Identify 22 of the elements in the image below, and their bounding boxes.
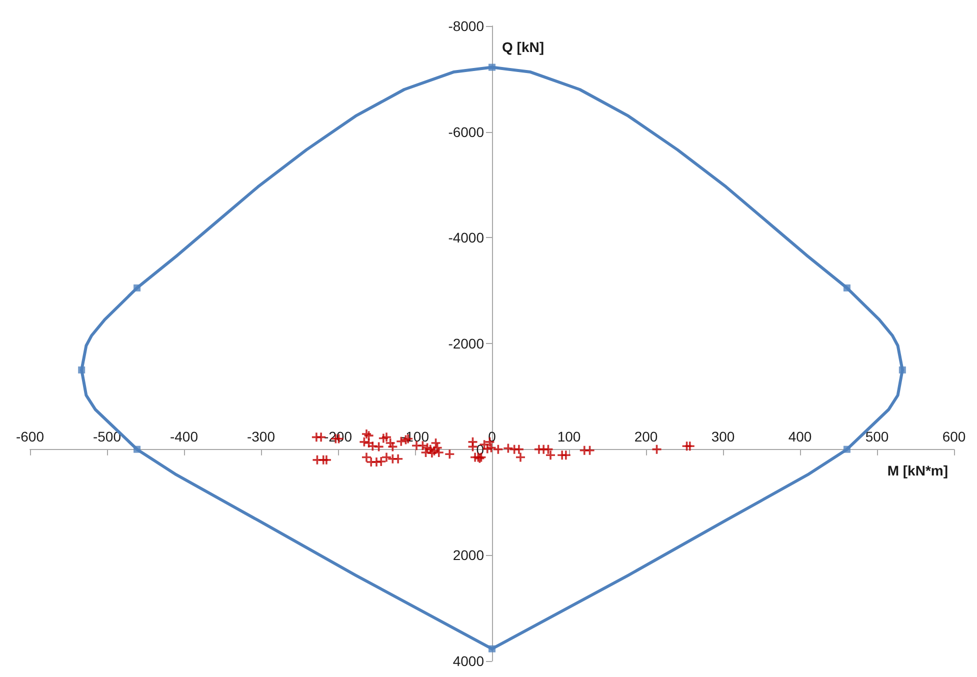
x-tick-label: -200 bbox=[324, 428, 352, 444]
y-tick-label: -6000 bbox=[448, 124, 484, 140]
y-tick-label: -4000 bbox=[448, 230, 484, 246]
y-tick-label: 2000 bbox=[452, 547, 484, 564]
x-tick-label: -400 bbox=[170, 428, 198, 444]
x-tick-label: 200 bbox=[634, 428, 658, 444]
x-tick-label: -100 bbox=[400, 428, 430, 444]
x-tick-label: 400 bbox=[788, 428, 812, 444]
x-tick-label: 600 bbox=[942, 428, 966, 444]
x-tick-label: 100 bbox=[557, 428, 581, 444]
y-tick-label: -8000 bbox=[448, 18, 484, 34]
x-tick-label: 0 bbox=[488, 428, 496, 444]
x-tick-label: 300 bbox=[711, 428, 735, 444]
x-tick-label: 500 bbox=[865, 428, 889, 444]
x-tick-label: -300 bbox=[246, 428, 276, 444]
y-axis-title: Q [kN] bbox=[502, 39, 544, 55]
x-axis-title: M [kN*m] bbox=[887, 462, 948, 478]
y-tick-label: 0 bbox=[476, 441, 484, 458]
x-tick-label: -600 bbox=[16, 428, 44, 444]
y-tick-label: 4000 bbox=[452, 653, 484, 669]
x-tick-label: -500 bbox=[92, 428, 122, 444]
y-tick-label: -2000 bbox=[448, 336, 484, 352]
